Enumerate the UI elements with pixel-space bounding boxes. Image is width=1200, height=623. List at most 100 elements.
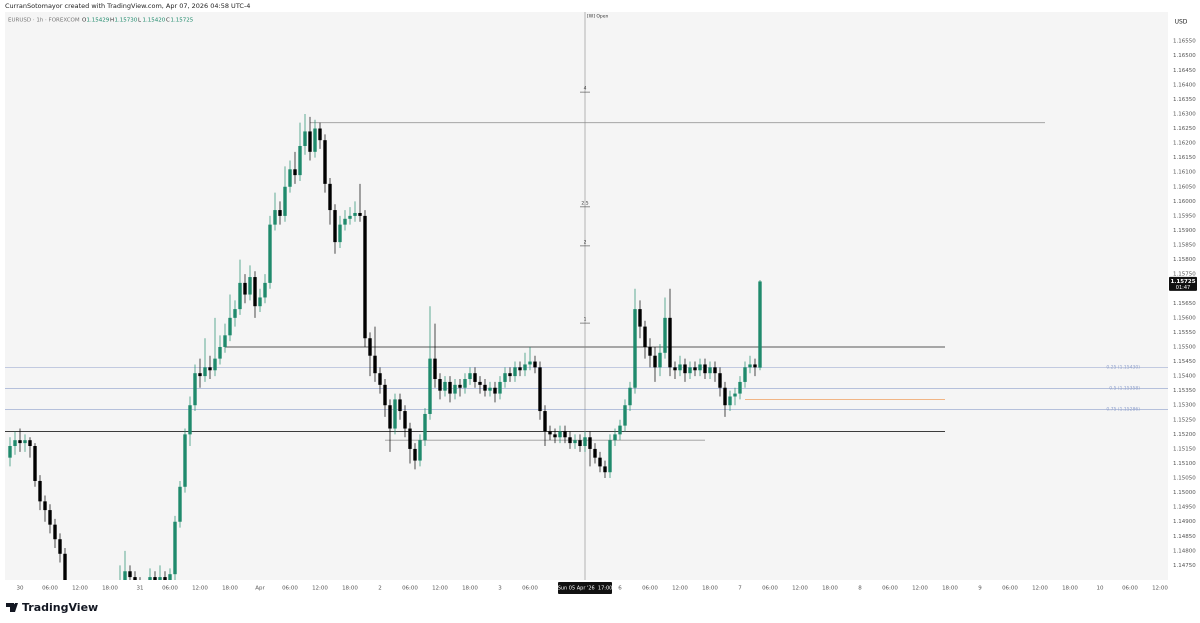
ohlc-key: C bbox=[166, 18, 170, 24]
candle-body bbox=[183, 434, 187, 487]
candle-body bbox=[228, 317, 232, 336]
x-tick-label: 12:00 bbox=[72, 586, 88, 592]
candle-body bbox=[168, 574, 172, 580]
candle-body bbox=[423, 413, 427, 441]
candle-body bbox=[18, 440, 22, 444]
x-tick-label: Apr bbox=[255, 586, 265, 592]
plot-area bbox=[5, 12, 1168, 580]
candle-body bbox=[663, 317, 667, 353]
y-tick-label: 1.15800 bbox=[1173, 257, 1196, 263]
y-tick-label: 1.15950 bbox=[1173, 213, 1196, 219]
last-price: 1.15725 bbox=[1170, 279, 1195, 285]
candle-body bbox=[13, 440, 17, 447]
candle-body bbox=[453, 384, 457, 394]
x-tick-label: 12:00 bbox=[1152, 586, 1168, 592]
candle-body bbox=[398, 399, 402, 412]
candle-body bbox=[488, 387, 492, 391]
candle-body bbox=[48, 510, 52, 525]
candle-body bbox=[273, 210, 277, 225]
candle-body bbox=[443, 381, 447, 391]
candle-body bbox=[668, 317, 672, 368]
candle-body bbox=[358, 212, 362, 216]
candle-body bbox=[513, 367, 517, 377]
y-tick-label: 1.16350 bbox=[1173, 97, 1196, 103]
candle-body bbox=[353, 212, 357, 216]
candle-body bbox=[603, 466, 607, 473]
x-tick-label: 12:00 bbox=[672, 586, 688, 592]
candle-body bbox=[418, 440, 422, 461]
candle-body bbox=[428, 358, 432, 414]
x-tick-label: 8 bbox=[858, 586, 862, 592]
candle-body bbox=[33, 446, 37, 481]
y-tick-label: 1.16250 bbox=[1173, 126, 1196, 132]
candle-body bbox=[528, 361, 532, 365]
candle-body bbox=[618, 425, 622, 435]
x-tick-label: 06:00 bbox=[1122, 586, 1138, 592]
x-tick-label: 12:00 bbox=[912, 586, 928, 592]
y-tick-label: 1.15350 bbox=[1173, 388, 1196, 394]
candle-body bbox=[368, 338, 372, 356]
candle-body bbox=[283, 186, 287, 216]
candle-body bbox=[638, 309, 642, 327]
plot bbox=[5, 12, 1168, 580]
candle-body bbox=[193, 373, 197, 406]
candle-body bbox=[448, 381, 452, 394]
candle-body bbox=[568, 437, 572, 444]
candle-body bbox=[133, 577, 137, 580]
candle-body bbox=[388, 405, 392, 429]
candle-body bbox=[478, 381, 482, 385]
candle-body bbox=[343, 218, 347, 225]
x-tick-label: 3 bbox=[498, 586, 502, 592]
x-tick-label: 18:00 bbox=[222, 586, 238, 592]
candle-body bbox=[493, 387, 497, 394]
candle-body bbox=[243, 282, 247, 295]
candle-body bbox=[758, 281, 762, 368]
candle-body bbox=[518, 367, 522, 371]
candle-body bbox=[43, 501, 47, 511]
y-tick-label: 1.16200 bbox=[1173, 141, 1196, 147]
candle-body bbox=[723, 387, 727, 406]
candle-body bbox=[58, 539, 62, 554]
x-tick-label: 12:00 bbox=[192, 586, 208, 592]
candle-body bbox=[523, 364, 527, 371]
candle-body bbox=[608, 440, 612, 473]
y-tick-label: 1.16000 bbox=[1173, 199, 1196, 205]
projection-label: 2.5 bbox=[581, 200, 588, 206]
x-tick-label: 6 bbox=[618, 586, 622, 592]
candle-body bbox=[148, 577, 152, 580]
candle-body bbox=[728, 396, 732, 406]
x-tick-label: 10 bbox=[1097, 586, 1104, 592]
candle-body bbox=[323, 140, 327, 184]
projection-label: 1 bbox=[584, 317, 587, 323]
candle-body bbox=[53, 524, 57, 540]
ohlc-key: H bbox=[110, 18, 114, 24]
candle-body bbox=[258, 297, 262, 307]
x-tick-label: 06:00 bbox=[642, 586, 658, 592]
y-tick-label: 1.16550 bbox=[1173, 39, 1196, 45]
candle-body bbox=[313, 128, 317, 152]
candle-body bbox=[373, 355, 377, 374]
candle-body bbox=[588, 437, 592, 449]
candle-body bbox=[173, 521, 177, 575]
ohlc-value: 1.15420 bbox=[143, 18, 166, 24]
candle-body bbox=[468, 373, 472, 380]
x-tick-label: 06:00 bbox=[282, 586, 298, 592]
candle-body bbox=[383, 384, 387, 406]
candle-body bbox=[593, 448, 597, 458]
candle-body bbox=[403, 411, 407, 429]
candle-body bbox=[598, 457, 602, 467]
candle-body bbox=[498, 381, 502, 394]
candle-body bbox=[458, 384, 462, 388]
candle-body bbox=[123, 571, 127, 580]
ohlc-value: 1.15730 bbox=[115, 18, 138, 24]
candle-body bbox=[293, 169, 297, 176]
candle-body bbox=[658, 352, 662, 368]
candle-body bbox=[643, 326, 647, 347]
y-tick-label: 1.15100 bbox=[1173, 461, 1196, 467]
candle-body bbox=[613, 434, 617, 441]
x-tick-label: 18:00 bbox=[822, 586, 838, 592]
symbol: EURUSD · 1h · FOREXCOM bbox=[8, 18, 80, 24]
candle-body bbox=[558, 431, 562, 438]
candle-body bbox=[533, 361, 537, 368]
candle-body bbox=[713, 367, 717, 374]
